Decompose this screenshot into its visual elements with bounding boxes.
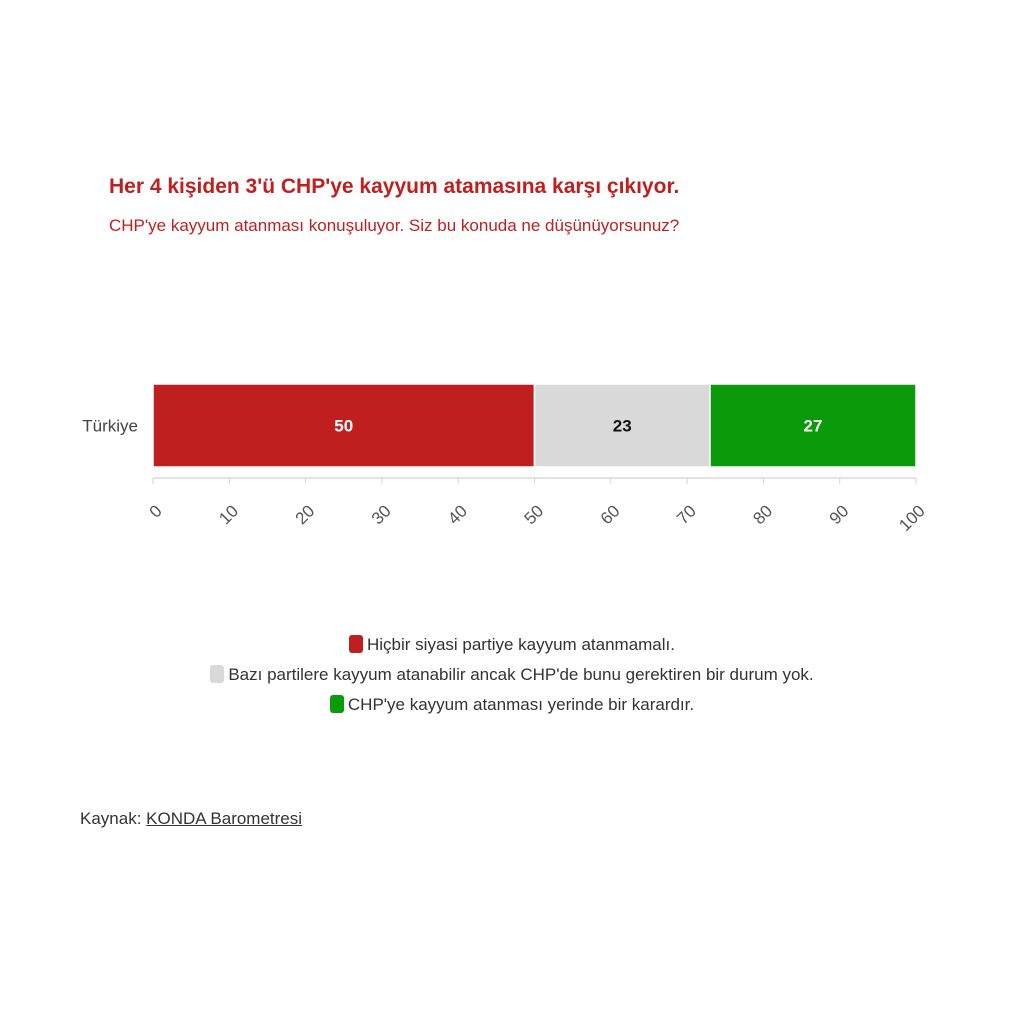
- legend-swatch: [329, 695, 344, 713]
- source-line: Kaynak: KONDA Barometresi: [80, 809, 302, 829]
- bar-segment-3: [709, 383, 917, 468]
- legend-label: CHP'ye kayyum atanması yerinde bir karar…: [347, 695, 695, 714]
- x-tick-label: 90: [826, 501, 853, 528]
- x-tick-label: 10: [215, 501, 242, 528]
- source-link[interactable]: KONDA Barometresi: [146, 809, 303, 828]
- x-tick-label: 70: [673, 501, 700, 528]
- x-tick-label: 60: [597, 501, 624, 528]
- legend-label: Hiçbir siyasi partiye kayyum atanmamalı.: [367, 635, 675, 654]
- chart-legend: Hiçbir siyasi partiye kayyum atanmamalı.…: [0, 630, 1024, 720]
- x-tick-label: 40: [444, 501, 471, 528]
- category-label: Türkiye: [82, 417, 138, 436]
- x-tick-label: 50: [521, 501, 548, 528]
- legend-swatch: [349, 635, 363, 653]
- x-tick-label: 30: [368, 501, 395, 528]
- x-tick-label: 20: [292, 501, 319, 528]
- data-label-1: 50: [334, 417, 353, 436]
- x-tick-label: 80: [749, 501, 776, 528]
- x-tick-label: 100: [895, 501, 928, 534]
- chart-subtitle: CHP'ye kayyum atanması konuşuluyor. Siz …: [109, 216, 680, 235]
- stacked-bar-chart: Türkiye 50 23 27 0 10 20 30 40 50 60 70 80 90 100: [82, 383, 929, 535]
- data-label-3: 27: [804, 417, 823, 436]
- source-prefix: Kaynak:: [80, 809, 147, 828]
- chart-title: Her 4 kişiden 3'ü CHP'ye kayyum atamasın…: [109, 175, 680, 198]
- legend-item-3[interactable]: CHP'ye kayyum atanması yerinde bir karar…: [0, 690, 1024, 720]
- bar-segment-1: [152, 383, 536, 468]
- legend-item-1[interactable]: Hiçbir siyasi partiye kayyum atanmamalı.: [0, 630, 1024, 660]
- legend-label: Bazı partilere kayyum atanabilir ancak C…: [228, 665, 814, 684]
- legend-item-2[interactable]: Bazı partilere kayyum atanabilir ancak C…: [0, 660, 1024, 690]
- data-label-2: 23: [613, 417, 632, 436]
- x-tick-label: 0: [146, 501, 166, 521]
- legend-swatch: [210, 665, 225, 683]
